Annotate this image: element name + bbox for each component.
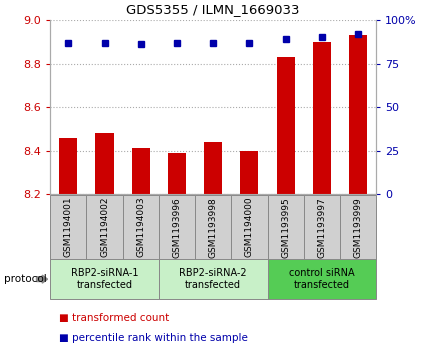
Text: control siRNA
transfected: control siRNA transfected — [289, 268, 355, 290]
Text: GSM1194001: GSM1194001 — [64, 197, 73, 257]
Text: GSM1193999: GSM1193999 — [354, 197, 363, 258]
Text: RBP2-siRNA-2
transfected: RBP2-siRNA-2 transfected — [180, 268, 247, 290]
Text: GSM1193997: GSM1193997 — [317, 197, 326, 258]
Text: GSM1193995: GSM1193995 — [281, 197, 290, 258]
Text: protocol: protocol — [4, 274, 47, 284]
Bar — [349, 35, 367, 194]
Bar — [304, 195, 340, 260]
Text: GSM1194003: GSM1194003 — [136, 197, 145, 257]
Bar — [59, 138, 77, 194]
Text: ■ percentile rank within the sample: ■ percentile rank within the sample — [59, 333, 248, 343]
Text: GSM1193996: GSM1193996 — [172, 197, 181, 258]
Text: GSM1194000: GSM1194000 — [245, 197, 254, 257]
Bar — [340, 195, 376, 260]
Bar — [231, 195, 268, 260]
Bar — [195, 195, 231, 260]
Bar — [50, 259, 159, 299]
Bar — [268, 195, 304, 260]
Title: GDS5355 / ILMN_1669033: GDS5355 / ILMN_1669033 — [126, 3, 300, 16]
Bar — [268, 259, 376, 299]
Text: RBP2-siRNA-1
transfected: RBP2-siRNA-1 transfected — [71, 268, 138, 290]
Bar — [204, 142, 222, 194]
Bar — [277, 57, 295, 194]
Bar — [313, 42, 331, 194]
Bar — [168, 153, 186, 194]
Bar — [50, 195, 86, 260]
Bar — [159, 259, 268, 299]
Text: GSM1194002: GSM1194002 — [100, 197, 109, 257]
Bar — [159, 195, 195, 260]
Bar — [240, 151, 258, 194]
Bar — [132, 148, 150, 194]
Bar — [95, 133, 114, 194]
Bar — [123, 195, 159, 260]
Bar — [86, 195, 123, 260]
Text: GSM1193998: GSM1193998 — [209, 197, 218, 258]
Text: ■ transformed count: ■ transformed count — [59, 313, 169, 323]
